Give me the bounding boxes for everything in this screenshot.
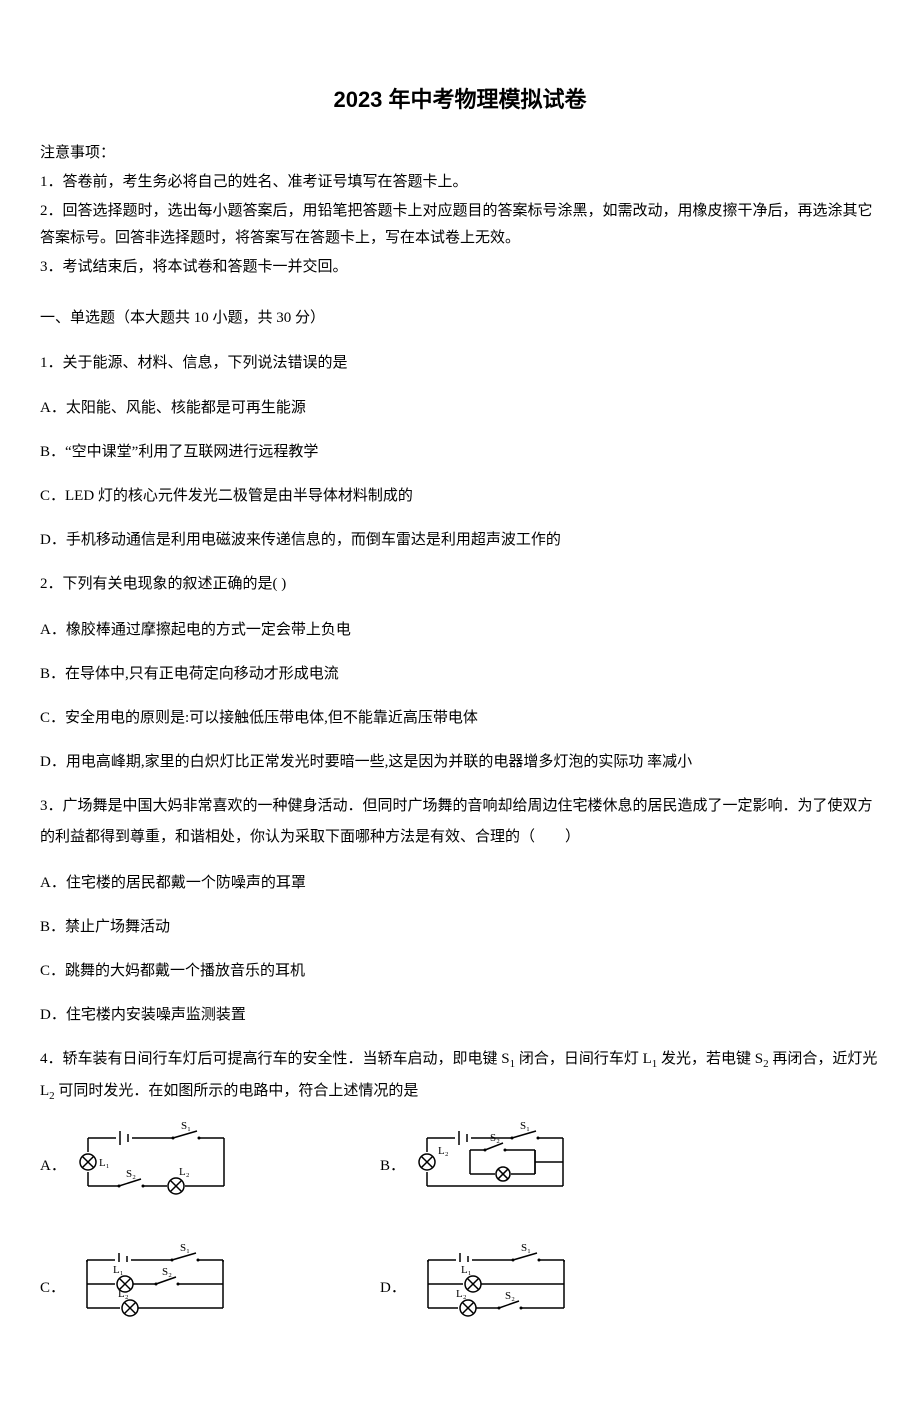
- q1-option-b: B．“空中课堂”利用了互联网进行远程教学: [40, 437, 880, 467]
- q4-row-ab: A． S₁ L₁ S₂ L₂ B． S₁ L₂ S₂: [40, 1122, 880, 1212]
- svg-text:S₁: S₁: [520, 1122, 530, 1132]
- q4-stem-p3: 发光，若电键 S: [657, 1051, 763, 1067]
- q4-label-a: A．: [40, 1153, 66, 1180]
- svg-text:L₂: L₂: [179, 1166, 190, 1178]
- q2-option-c: C．安全用电的原则是:可以接触低压带电体,但不能靠近高压带电体: [40, 703, 880, 733]
- q4-stem: 4．轿车装有日间行车灯后可提高行车的安全性．当轿车启动，即电键 S1 闭合，日间…: [40, 1044, 880, 1108]
- q4-row-cd: C． S₁ L₁ S₂ L₂ D． S₁ L₁ L₂ S₂: [40, 1244, 880, 1334]
- q1-option-a: A．太阳能、风能、核能都是可再生能源: [40, 393, 880, 423]
- q1-option-d: D．手机移动通信是利用电磁波来传递信息的，而倒车雷达是利用超声波工作的: [40, 525, 880, 555]
- notice-heading: 注意事项：: [40, 140, 880, 167]
- q3-option-a: A．住宅楼的居民都戴一个防噪声的耳罩: [40, 868, 880, 898]
- svg-text:S₂: S₂: [162, 1266, 172, 1278]
- notice-item-1: 1．答卷前，考生务必将自己的姓名、准考证号填写在答题卡上。: [40, 169, 880, 196]
- svg-text:L₁: L₁: [461, 1264, 472, 1276]
- notice-item-3: 3．考试结束后，将本试卷和答题卡一并交回。: [40, 254, 880, 281]
- q4-circuit-d: S₁ L₁ L₂ S₂: [416, 1244, 576, 1334]
- q4-cell-c: C． S₁ L₁ S₂ L₂: [40, 1244, 380, 1334]
- q2-option-b: B．在导体中,只有正电荷定向移动才形成电流: [40, 659, 880, 689]
- svg-text:S₂: S₂: [490, 1132, 500, 1144]
- svg-text:L₂: L₂: [438, 1145, 449, 1157]
- svg-text:L₂: L₂: [456, 1288, 467, 1300]
- notice-item-2: 2．回答选择题时，选出每小题答案后，用铅笔把答题卡上对应题目的答案标号涂黑，如需…: [40, 198, 880, 252]
- q4-label-c: C．: [40, 1275, 65, 1302]
- q4-cell-b: B． S₁ L₂ S₂: [380, 1122, 880, 1212]
- svg-text:L₁: L₁: [113, 1264, 124, 1276]
- q1-option-c: C．LED 灯的核心元件发光二极管是由半导体材料制成的: [40, 481, 880, 511]
- q4-circuit-a: S₁ L₁ S₂ L₂: [76, 1122, 236, 1212]
- svg-text:S₂: S₂: [126, 1168, 136, 1180]
- q4-circuit-c: S₁ L₁ S₂ L₂: [75, 1244, 235, 1334]
- q4-cell-a: A． S₁ L₁ S₂ L₂: [40, 1122, 380, 1212]
- exam-title: 2023 年中考物理模拟试卷: [40, 80, 880, 120]
- q4-stem-p5: 可同时发光．在如图所示的电路中，符合上述情况的是: [55, 1083, 419, 1099]
- svg-text:L₂: L₂: [118, 1288, 129, 1300]
- q4-label-d: D．: [380, 1275, 406, 1302]
- q3-option-d: D．住宅楼内安装噪声监测装置: [40, 1000, 880, 1030]
- q4-circuit-b: S₁ L₂ S₂: [415, 1122, 575, 1212]
- svg-text:S₁: S₁: [521, 1244, 531, 1254]
- q4-cell-d: D． S₁ L₁ L₂ S₂: [380, 1244, 880, 1334]
- q3-option-c: C．跳舞的大妈都戴一个播放音乐的耳机: [40, 956, 880, 986]
- section-1-header: 一、单选题（本大题共 10 小题，共 30 分）: [40, 305, 880, 332]
- q4-stem-p1: 4．轿车装有日间行车灯后可提高行车的安全性．当轿车启动，即电键 S: [40, 1051, 510, 1067]
- svg-text:S₂: S₂: [505, 1290, 515, 1302]
- q4-label-b: B．: [380, 1153, 405, 1180]
- q2-option-d: D．用电高峰期,家里的白炽灯比正常发光时要暗一些,这是因为并联的电器增多灯泡的实…: [40, 747, 880, 777]
- q4-stem-p2: 闭合，日间行车灯 L: [515, 1051, 652, 1067]
- svg-text:L₁: L₁: [99, 1157, 110, 1169]
- q3-stem: 3．广场舞是中国大妈非常喜欢的一种健身活动．但同时广场舞的音响却给周边住宅楼休息…: [40, 791, 880, 854]
- q2-option-a: A．橡胶棒通过摩擦起电的方式一定会带上负电: [40, 615, 880, 645]
- q3-option-b: B．禁止广场舞活动: [40, 912, 880, 942]
- q2-stem: 2．下列有关电现象的叙述正确的是( ): [40, 569, 880, 601]
- svg-text:S₁: S₁: [181, 1122, 191, 1132]
- svg-text:S₁: S₁: [180, 1244, 190, 1254]
- q1-stem: 1．关于能源、材料、信息，下列说法错误的是: [40, 348, 880, 380]
